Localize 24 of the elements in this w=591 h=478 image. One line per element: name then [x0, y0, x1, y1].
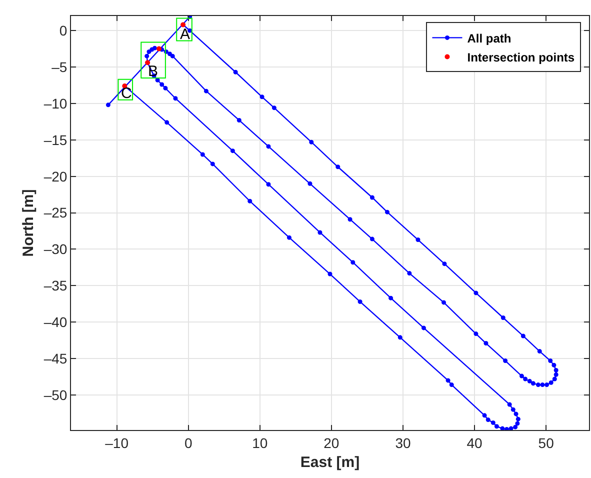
y-tick-label: –45 [44, 350, 68, 366]
x-tick-label: 30 [395, 434, 411, 451]
x-tick-label: 0 [184, 434, 192, 451]
x-tick-label: 10 [252, 434, 268, 451]
y-axis-title: North [m] [20, 189, 38, 257]
legend-label: Intersection points [467, 50, 575, 64]
x-axis-title: East [m] [300, 454, 360, 471]
y-tick-label: –5 [52, 58, 68, 75]
y-tick-label: –30 [44, 241, 68, 258]
x-tick-label: 40 [466, 434, 483, 451]
y-tick-label: –20 [44, 168, 68, 184]
x-tick-label: –10 [105, 434, 129, 451]
x-tick-label: 50 [538, 434, 554, 451]
y-tick-label: –25 [44, 204, 68, 221]
y-tick-label: –15 [44, 132, 68, 148]
y-tick-label: –40 [44, 314, 68, 330]
y-tick-label: –50 [44, 386, 68, 403]
y-tick-label: 0 [59, 22, 68, 38]
y-tick-label: –35 [44, 278, 68, 294]
annotation: C [121, 85, 132, 102]
y-tick-label: –10 [44, 95, 68, 112]
annotation: A [180, 26, 190, 43]
legend-label: All path [467, 31, 512, 46]
x-tick-label: 20 [324, 434, 340, 451]
